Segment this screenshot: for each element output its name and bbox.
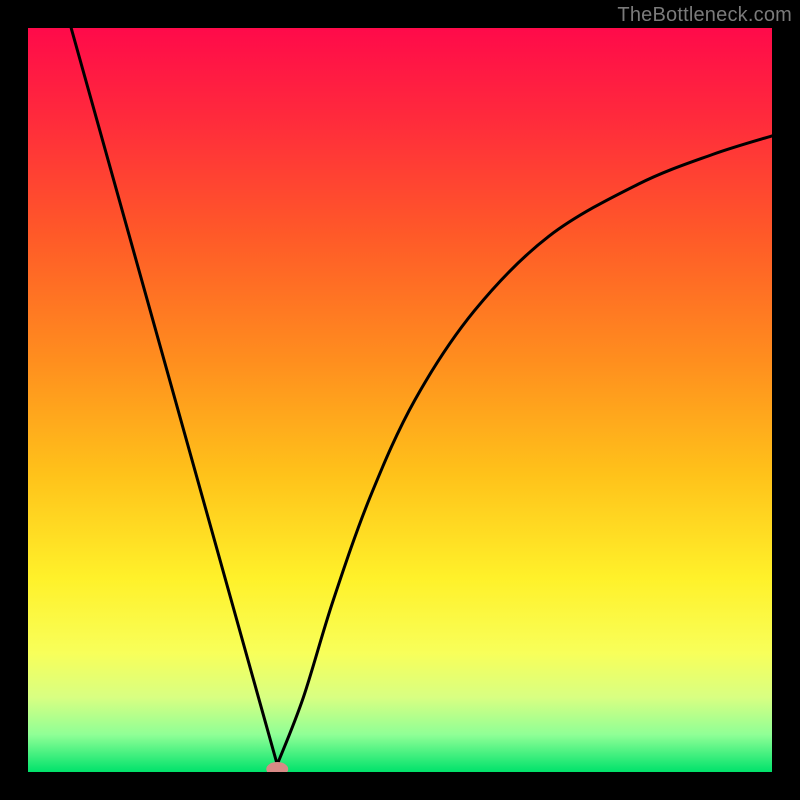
bottleneck-curve-path (71, 28, 772, 765)
chart-area (28, 28, 772, 772)
optimum-marker (266, 762, 288, 772)
curve-svg (28, 28, 772, 772)
watermark-text: TheBottleneck.com (617, 4, 792, 27)
